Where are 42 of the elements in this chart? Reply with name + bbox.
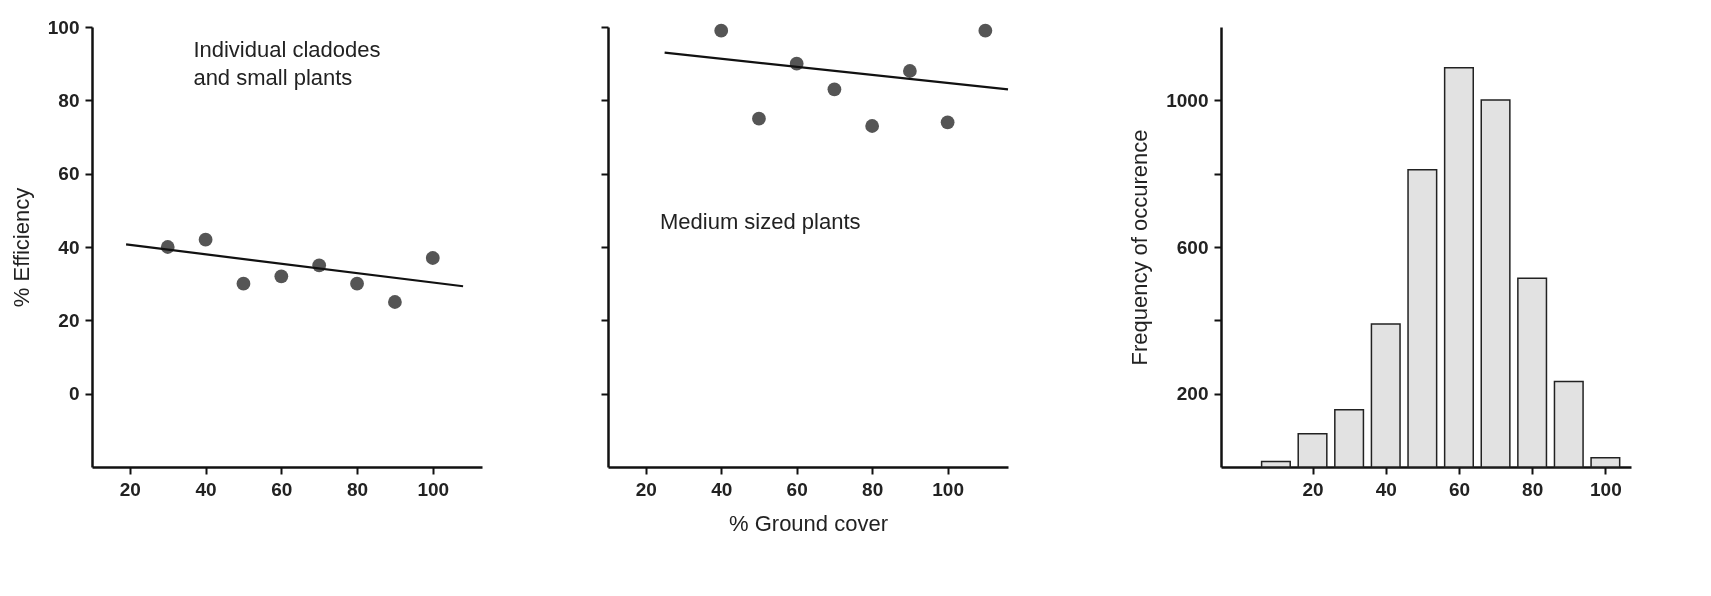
point [940,115,955,130]
y-tick-label: 60 [58,163,80,185]
point [865,119,880,133]
x-tick-label: 80 [346,478,369,500]
y-axis-title: % Efficiency [8,187,34,308]
x-tick-label: 100 [1590,478,1622,500]
point [978,23,993,38]
point [827,82,842,97]
x-tick-label: 40 [711,478,733,500]
y-tick-label: 20 [58,309,80,331]
x-tick-label: 40 [1375,478,1397,500]
y-tick-label: 40 [58,236,80,258]
x-tick-label: 100 [417,478,450,500]
point [902,64,917,78]
x-tick-label: 20 [119,478,141,500]
x-tick-label: 20 [635,478,657,500]
x-tick-label: 60 [786,478,808,500]
x-tick-label: 80 [1522,478,1544,500]
x-tick-label: 80 [862,478,884,500]
annotation: Individual cladodes and small plants [193,37,381,91]
point [714,23,729,38]
point [388,295,402,309]
point [236,276,251,291]
x-tick-label: 100 [932,478,964,500]
y-tick-label: 1000 [1166,89,1209,111]
point [425,251,440,265]
y-tick-label: 600 [1176,236,1209,258]
x-tick-label: 60 [271,478,293,500]
x-tick-label: 40 [195,478,217,500]
y-tick-label: 80 [58,89,80,111]
point [350,276,364,291]
x-tick-label: 60 [1448,478,1471,500]
annotation: Medium sized plants [660,208,861,234]
point [274,269,289,284]
y-axis-title: Frequency of occurence [1127,129,1153,366]
point [198,232,213,247]
x-axis-title: % Ground cover [729,510,888,536]
y-tick-label: 0 [68,383,80,405]
point [752,111,766,126]
y-tick-label: 200 [1176,383,1209,405]
y-tick-label: 100 [47,16,80,38]
x-tick-label: 20 [1302,478,1324,500]
